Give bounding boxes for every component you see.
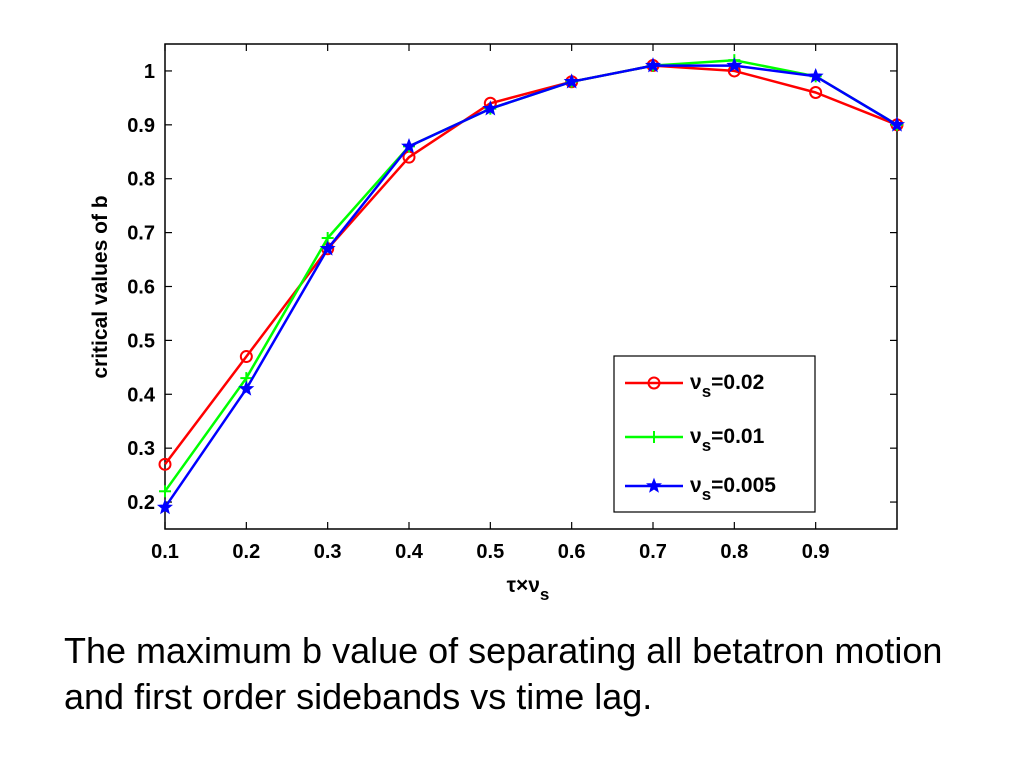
star-marker [563, 73, 580, 89]
y-tick-label: 0.8 [127, 169, 155, 191]
legend-item: νs=0.005 [625, 474, 776, 504]
x-axis-label-sub: s [540, 585, 549, 604]
legend-item: νs=0.01 [625, 425, 765, 455]
circle-marker [809, 86, 823, 99]
circle-marker [239, 350, 253, 364]
data-point [159, 485, 171, 498]
star-marker [319, 240, 336, 256]
star-marker [807, 67, 824, 84]
x-tick-label: 0.4 [395, 541, 424, 563]
x-tick-label: 0.8 [720, 541, 748, 563]
data-point [238, 380, 255, 396]
data-point [319, 240, 336, 256]
star-marker [157, 499, 173, 515]
star-marker [238, 380, 255, 396]
x-tick-label: 0.3 [314, 541, 342, 563]
y-axis-label: critical values of b [89, 195, 112, 378]
data-point [889, 116, 905, 132]
star-marker [482, 100, 499, 116]
x-axis-label-main: τ×ν [507, 574, 540, 597]
data-point [645, 57, 661, 73]
legend-label-rest: =0.02 [711, 371, 764, 394]
x-tick-label: 0.1 [151, 541, 179, 563]
plus-marker [159, 485, 171, 498]
y-tick-label: 0.3 [127, 438, 155, 460]
legend-label-main: ν [690, 425, 702, 448]
legend-label-main: ν [690, 371, 702, 394]
legend-label-sub: s [702, 382, 711, 401]
x-axis-label: τ×νs [507, 574, 550, 604]
legend-item: νs=0.02 [625, 371, 764, 401]
y-tick-label: 1 [144, 61, 155, 83]
y-tick-label: 0.9 [127, 115, 155, 137]
legend-label-rest: =0.01 [711, 425, 764, 448]
y-tick-label: 0.2 [127, 492, 155, 514]
series-layer [157, 54, 905, 515]
star-marker [726, 57, 743, 73]
legend-marker [647, 376, 661, 390]
legend-label: νs=0.005 [690, 474, 776, 504]
y-tick-label: 0.5 [127, 330, 155, 352]
circle-marker [647, 376, 661, 390]
plus-marker [648, 431, 660, 443]
y-tick-label: 0.6 [127, 277, 155, 299]
data-point [807, 67, 824, 84]
data-point [158, 457, 172, 471]
line-chart: 0.20.30.40.50.60.70.80.91 0.1 0.2 0.3 0.4 0.… [89, 43, 905, 604]
data-point [726, 57, 743, 73]
legend-label-sub: s [702, 436, 711, 455]
series-line [163, 64, 898, 509]
y-tick-label: 0.4 [127, 384, 156, 406]
legend-label: νs=0.02 [690, 371, 764, 401]
x-axis-ticks: 0.1 0.2 0.3 0.4 0.5 0.6 0.7 0.8 0.9 [151, 44, 830, 563]
x-tick-label: 0.7 [639, 541, 667, 563]
data-point [401, 137, 417, 154]
y-tick-label: 0.7 [127, 223, 155, 245]
data-point [157, 499, 173, 515]
legend-label-sub: s [702, 485, 711, 504]
data-point [482, 100, 499, 116]
x-tick-label: 0.2 [232, 541, 260, 563]
legend-label: νs=0.01 [690, 425, 765, 455]
data-point [809, 86, 823, 99]
legend-label-main: ν [690, 474, 702, 497]
data-point [239, 350, 253, 364]
data-point [563, 73, 580, 89]
slide-caption: The maximum b value of separating all be… [64, 630, 943, 717]
legend-label-rest: =0.005 [711, 474, 776, 497]
star-marker [401, 137, 417, 154]
star-marker [889, 116, 905, 132]
x-tick-label: 0.9 [802, 541, 830, 563]
series-star [157, 57, 905, 515]
star-marker [646, 477, 662, 493]
legend-marker [646, 477, 662, 493]
star-marker [645, 57, 661, 73]
y-axis-ticks: 0.2 0.3 0.4 0.5 0.6 0.7 0.8 0.9 1 [127, 61, 897, 514]
series-line [164, 64, 898, 466]
circle-marker [158, 457, 172, 471]
x-tick-label: 0.5 [476, 541, 504, 563]
legend-marker [648, 431, 660, 443]
x-tick-label: 0.6 [558, 541, 586, 563]
